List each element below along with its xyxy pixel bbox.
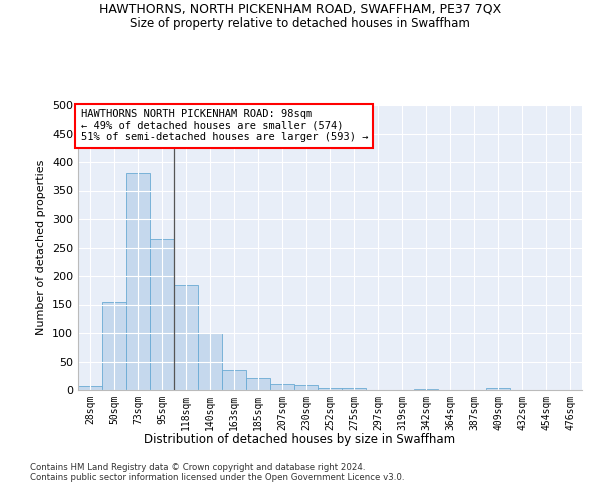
Bar: [150, 239, 174, 390]
Bar: [102, 302, 126, 390]
Text: Contains HM Land Registry data © Crown copyright and database right 2024.: Contains HM Land Registry data © Crown c…: [30, 464, 365, 472]
Bar: [222, 370, 246, 390]
Text: HAWTHORNS NORTH PICKENHAM ROAD: 98sqm
← 49% of detached houses are smaller (574): HAWTHORNS NORTH PICKENHAM ROAD: 98sqm ← …: [80, 110, 368, 142]
Bar: [198, 333, 222, 390]
Bar: [342, 388, 366, 390]
Y-axis label: Number of detached properties: Number of detached properties: [37, 160, 46, 335]
Bar: [270, 384, 294, 390]
Bar: [414, 389, 438, 390]
Bar: [78, 386, 102, 390]
Text: Size of property relative to detached houses in Swaffham: Size of property relative to detached ho…: [130, 18, 470, 30]
Bar: [294, 385, 318, 390]
Bar: [174, 285, 198, 390]
Text: Distribution of detached houses by size in Swaffham: Distribution of detached houses by size …: [145, 432, 455, 446]
Text: HAWTHORNS, NORTH PICKENHAM ROAD, SWAFFHAM, PE37 7QX: HAWTHORNS, NORTH PICKENHAM ROAD, SWAFFHA…: [99, 2, 501, 16]
Bar: [126, 174, 150, 390]
Text: Contains public sector information licensed under the Open Government Licence v3: Contains public sector information licen…: [30, 474, 404, 482]
Bar: [318, 388, 342, 390]
Bar: [246, 378, 270, 390]
Bar: [486, 388, 510, 390]
